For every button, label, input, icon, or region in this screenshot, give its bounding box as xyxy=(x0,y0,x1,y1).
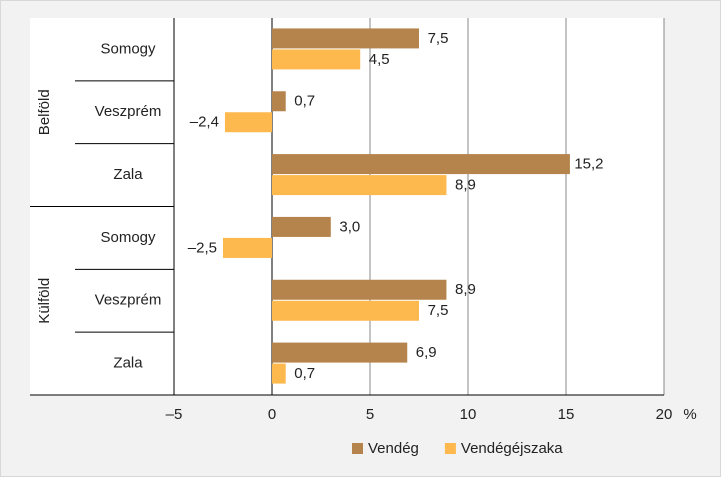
data-label: 8,9 xyxy=(455,177,476,194)
data-label: 8,9 xyxy=(455,281,476,298)
data-label: 7,5 xyxy=(428,302,449,319)
x-tick-label: 15 xyxy=(558,406,575,423)
category-label: Somogy xyxy=(100,40,156,57)
bar xyxy=(272,49,361,70)
data-label: –2,5 xyxy=(188,239,217,256)
bar xyxy=(224,112,272,133)
legend-swatch xyxy=(352,443,363,454)
bar xyxy=(272,279,447,300)
legend-label: Vendégéjszaka xyxy=(461,440,563,457)
data-label: 7,5 xyxy=(428,30,449,47)
group-label: Belföld xyxy=(36,89,53,135)
x-tick-label: 20 xyxy=(656,406,673,423)
bar xyxy=(272,175,447,196)
legend-label: Vendég xyxy=(368,440,419,457)
bar xyxy=(272,300,419,321)
bar xyxy=(272,91,286,112)
bar xyxy=(223,237,272,258)
bar xyxy=(272,28,419,49)
data-label: 15,2 xyxy=(574,156,603,173)
bar xyxy=(272,342,408,363)
x-unit: % xyxy=(683,406,696,423)
x-tick-label: 5 xyxy=(366,406,374,423)
x-tick-label: 0 xyxy=(268,406,276,423)
x-tick-label: 10 xyxy=(460,406,477,423)
group-label: Külföld xyxy=(36,278,53,324)
category-label: Zala xyxy=(113,166,143,183)
category-label: Veszprém xyxy=(95,103,162,120)
x-tick-label: –5 xyxy=(166,406,183,423)
data-label: –2,4 xyxy=(190,114,219,131)
data-label: 0,7 xyxy=(294,365,315,382)
data-label: 6,9 xyxy=(416,344,437,361)
bar xyxy=(272,154,570,175)
legend-swatch xyxy=(444,443,456,454)
bar xyxy=(272,363,286,384)
data-label: 4,5 xyxy=(369,51,390,68)
category-label: Somogy xyxy=(100,229,156,246)
category-label: Veszprém xyxy=(95,292,162,309)
data-label: 0,7 xyxy=(294,93,315,110)
category-label: Zala xyxy=(113,355,143,372)
bar xyxy=(272,216,331,237)
data-label: 3,0 xyxy=(339,218,360,235)
